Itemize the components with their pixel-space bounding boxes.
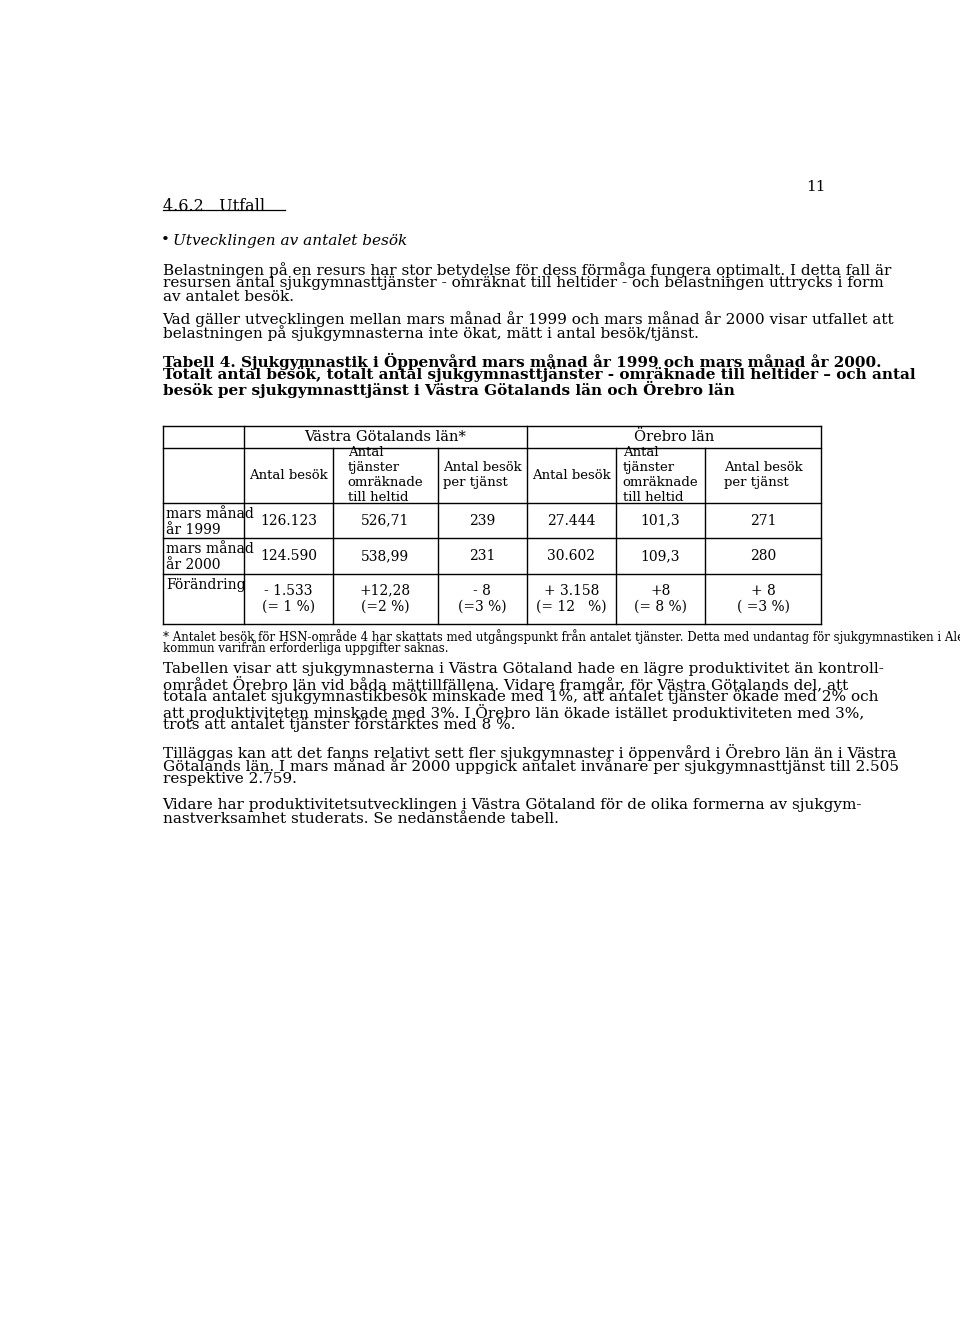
Text: 231: 231 <box>469 549 495 564</box>
Text: Antal
tjänster
omräknade
till heltid: Antal tjänster omräknade till heltid <box>623 446 698 504</box>
Text: * Antalet besök för HSN-område 4 har skattats med utgångspunkt från antalet tjän: * Antalet besök för HSN-område 4 har ska… <box>162 630 960 644</box>
Text: Vidare har produktivitetsutvecklingen i Västra Götaland för de olika formerna av: Vidare har produktivitetsutvecklingen i … <box>162 798 862 811</box>
Text: Västra Götalands län*: Västra Götalands län* <box>304 429 467 444</box>
Text: Tilläggas kan att det fanns relativt sett fler sjukgymnaster i öppenvård i Örebr: Tilläggas kan att det fanns relativt set… <box>162 744 896 761</box>
Text: Belastningen på en resurs har stor betydelse för dess förmåga fungera optimalt. : Belastningen på en resurs har stor betyd… <box>162 262 891 278</box>
Text: Antal besök
per tjänst: Antal besök per tjänst <box>724 461 803 490</box>
Text: 538,99: 538,99 <box>361 549 410 564</box>
Text: Totalt antal besök, totalt antal sjukgymnasttjänster - omräknade till heltider –: Totalt antal besök, totalt antal sjukgym… <box>162 366 915 382</box>
Text: + 8
( =3 %): + 8 ( =3 %) <box>736 583 790 614</box>
Text: 101,3: 101,3 <box>640 514 681 528</box>
Text: mars månad
år 1999: mars månad år 1999 <box>166 507 254 537</box>
Text: Antal besök: Antal besök <box>250 469 328 482</box>
Text: - 1.533
(= 1 %): - 1.533 (= 1 %) <box>262 583 315 614</box>
Text: mars månad
år 2000: mars månad år 2000 <box>166 543 254 573</box>
Text: området Örebro län vid båda mättillfällena. Vidare framgår, för Västra Götalands: området Örebro län vid båda mättillfälle… <box>162 676 848 693</box>
Text: +12,28
(=2 %): +12,28 (=2 %) <box>360 583 411 614</box>
Text: totala antalet sjukgymnastikbesök minskade med 1%, att antalet tjänster ökade me: totala antalet sjukgymnastikbesök minska… <box>162 690 878 705</box>
Text: 280: 280 <box>750 549 777 564</box>
Text: nastverksamhet studerats. Se nedanstående tabell.: nastverksamhet studerats. Se nedanståend… <box>162 811 559 826</box>
Text: 126.123: 126.123 <box>260 514 317 528</box>
Text: - 8
(=3 %): - 8 (=3 %) <box>458 583 507 614</box>
Text: kommun varifrån erforderliga uppgifter saknas.: kommun varifrån erforderliga uppgifter s… <box>162 640 448 655</box>
Text: besök per sjukgymnasttjänst i Västra Götalands län och Örebro län: besök per sjukgymnasttjänst i Västra Göt… <box>162 381 734 398</box>
Text: Utvecklingen av antalet besök: Utvecklingen av antalet besök <box>173 233 407 248</box>
Text: Tabellen visar att sjukgymnasterna i Västra Götaland hade en lägre produktivitet: Tabellen visar att sjukgymnasterna i Väs… <box>162 662 883 677</box>
Text: Förändring: Förändring <box>166 578 246 591</box>
Text: 4.6.2   Utfall: 4.6.2 Utfall <box>162 198 265 215</box>
Text: Örebro län: Örebro län <box>634 429 714 444</box>
Text: Antal besök
per tjänst: Antal besök per tjänst <box>443 461 521 490</box>
Text: respektive 2.759.: respektive 2.759. <box>162 772 297 786</box>
Text: 27.444: 27.444 <box>547 514 596 528</box>
Text: 109,3: 109,3 <box>641 549 681 564</box>
Text: 30.602: 30.602 <box>547 549 595 564</box>
Text: trots att antalet tjänster förstärktes med 8 %.: trots att antalet tjänster förstärktes m… <box>162 718 516 732</box>
Text: 271: 271 <box>750 514 777 528</box>
Text: 11: 11 <box>805 179 826 194</box>
Text: 526,71: 526,71 <box>361 514 410 528</box>
Text: av antalet besök.: av antalet besök. <box>162 290 294 304</box>
Text: +8
(= 8 %): +8 (= 8 %) <box>634 583 687 614</box>
Text: 124.590: 124.590 <box>260 549 317 564</box>
Text: Götalands län. I mars månad år 2000 uppgick antalet invånare per sjukgymnasttjän: Götalands län. I mars månad år 2000 uppg… <box>162 757 899 774</box>
Text: 239: 239 <box>469 514 495 528</box>
Text: resursen antal sjukgymnasttjänster - omräknat till heltider - och belastningen u: resursen antal sjukgymnasttjänster - omr… <box>162 275 883 290</box>
Text: Antal besök: Antal besök <box>532 469 611 482</box>
Text: belastningen på sjukgymnasterna inte ökat, mätt i antal besök/tjänst.: belastningen på sjukgymnasterna inte öka… <box>162 325 699 341</box>
Text: + 3.158
(= 12   %): + 3.158 (= 12 %) <box>536 583 607 614</box>
Text: Antal
tjänster
omräknade
till heltid: Antal tjänster omräknade till heltid <box>348 446 423 504</box>
Text: •: • <box>160 233 169 248</box>
Text: att produktiviteten minskade med 3%. I Örebro län ökade istället produktiviteten: att produktiviteten minskade med 3%. I Ö… <box>162 705 864 720</box>
Text: Tabell 4. Sjukgymnastik i Öppenvård mars månad år 1999 och mars månad år 2000.: Tabell 4. Sjukgymnastik i Öppenvård mars… <box>162 353 881 370</box>
Text: Vad gäller utvecklingen mellan mars månad år 1999 och mars månad år 2000 visar u: Vad gäller utvecklingen mellan mars måna… <box>162 311 895 327</box>
